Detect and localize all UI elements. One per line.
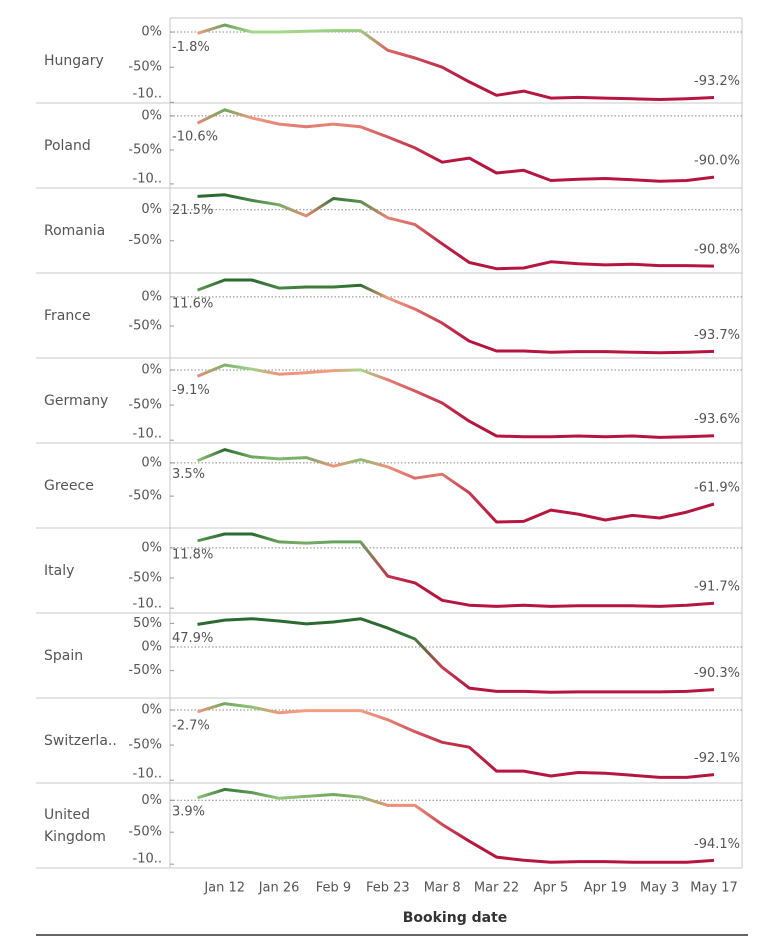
series-line (197, 617, 715, 694)
y-tick-label: -50% (128, 233, 162, 248)
x-tick-label: Mar 8 (424, 881, 461, 896)
series-line (196, 363, 715, 439)
series-line (197, 23, 715, 101)
y-tick-label: -50% (128, 738, 162, 753)
x-tick-label: May 17 (690, 881, 738, 896)
y-tick-label: 0% (141, 455, 162, 470)
y-tick-label: -50% (128, 142, 162, 157)
y-tick-label: -10.. (133, 427, 163, 442)
y-tick-label: -10.. (133, 172, 163, 187)
panel-name: Greece (44, 477, 94, 494)
panel-name: France (44, 307, 91, 324)
y-tick-label: -50% (128, 318, 162, 333)
data-label: -61.9% (694, 481, 740, 496)
data-label: 3.9% (172, 804, 205, 819)
y-tick-label: 0% (141, 793, 162, 808)
series-line (197, 193, 715, 271)
x-tick-label: Jan 12 (203, 881, 245, 896)
data-label: -94.1% (694, 837, 740, 852)
y-tick-label: 0% (141, 540, 162, 555)
data-label: 21.5% (172, 203, 213, 218)
y-tick-label: -50% (128, 60, 162, 75)
series-line (197, 702, 715, 779)
series-line (196, 278, 715, 355)
panel-name: Germany (44, 392, 109, 409)
y-tick-label: 0% (141, 362, 162, 377)
panel-name: Romania (44, 222, 106, 239)
data-label: -10.6% (172, 130, 218, 145)
series-line (197, 532, 715, 608)
data-label: 3.5% (172, 467, 205, 482)
y-tick-label: 0% (141, 640, 162, 655)
y-tick-label: -50% (128, 398, 162, 413)
panel-name: Hungary (44, 52, 104, 69)
y-tick-label: -50% (128, 571, 162, 586)
data-label: -93.6% (694, 412, 740, 427)
y-tick-label: 0% (141, 702, 162, 717)
x-axis-label: Booking date (403, 910, 508, 926)
y-tick-label: 0% (141, 25, 162, 40)
x-tick-label: Feb 23 (366, 881, 410, 896)
y-tick-label: -50% (128, 825, 162, 840)
y-tick-label: 0% (141, 289, 162, 304)
data-label: -91.7% (694, 580, 740, 595)
data-label: -90.0% (694, 154, 740, 169)
y-tick-label: -50% (128, 663, 162, 678)
y-tick-label: -10.. (133, 767, 163, 782)
data-label: 47.9% (172, 631, 213, 646)
series-line (196, 108, 715, 183)
panel-name: Poland (44, 137, 91, 154)
y-tick-label: 0% (141, 108, 162, 123)
data-label: -9.1% (172, 383, 210, 398)
y-tick-label: -10.. (133, 87, 163, 102)
panel-name: Spain (44, 647, 84, 664)
data-label: -92.1% (694, 751, 740, 766)
series-line (197, 787, 715, 864)
data-label: -90.8% (694, 243, 740, 258)
y-tick-label: 50% (133, 616, 162, 631)
y-tick-label: -50% (128, 489, 162, 504)
x-tick-label: Apr 19 (584, 881, 627, 896)
series-line (196, 448, 715, 524)
data-label: -93.2% (694, 74, 740, 89)
data-label: -1.8% (172, 40, 210, 55)
data-label: -93.7% (694, 328, 740, 343)
panel-name: Switzerla.. (44, 732, 117, 749)
x-tick-label: Jan 26 (258, 881, 300, 896)
data-label: -2.7% (172, 718, 210, 733)
y-tick-label: -10.. (133, 597, 163, 612)
panel-name: Italy (44, 562, 75, 579)
panel-name: United Kingdom (44, 806, 106, 845)
y-tick-label: 0% (141, 202, 162, 217)
x-tick-label: Feb 9 (316, 881, 351, 896)
data-label: 11.6% (172, 297, 213, 312)
x-tick-label: Mar 22 (474, 881, 519, 896)
data-label: 11.8% (172, 547, 213, 562)
data-label: -90.3% (694, 666, 740, 681)
x-tick-label: Apr 5 (533, 881, 568, 896)
y-tick-label: -10.. (133, 852, 163, 867)
x-tick-label: May 3 (640, 881, 679, 896)
